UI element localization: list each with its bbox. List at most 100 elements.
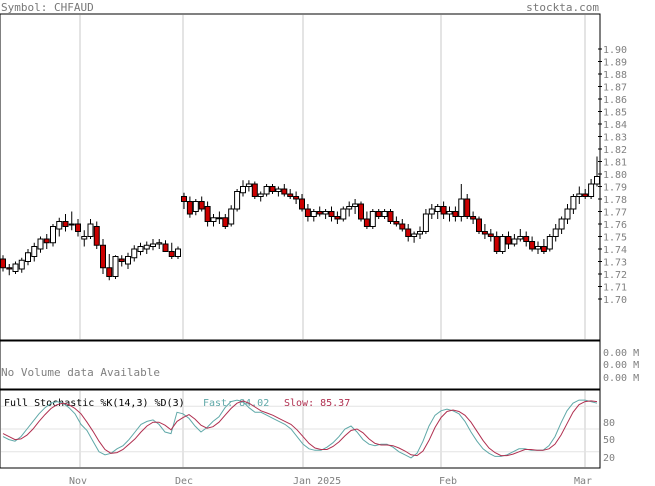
- candle-down: [487, 233, 494, 237]
- candle-down: [464, 198, 471, 217]
- candle-down: [358, 203, 364, 220]
- x-label-mar: Mar: [574, 476, 592, 486]
- candle-down: [529, 241, 536, 250]
- candle-up: [31, 246, 38, 257]
- price-tick-label: 1.80: [603, 170, 627, 181]
- candle-down: [162, 243, 169, 252]
- volume-tick: 0.00 M: [603, 373, 639, 384]
- price-tick-label: 1.89: [603, 58, 627, 69]
- price-tick-label: 1.84: [603, 120, 627, 131]
- candle-up: [216, 217, 223, 220]
- candle-up: [263, 186, 270, 195]
- candle-down: [476, 218, 482, 232]
- candle-down: [0, 258, 6, 269]
- candle-down: [62, 221, 69, 227]
- candle-down: [168, 251, 175, 257]
- candle-up: [131, 248, 138, 259]
- price-tick-label: 1.73: [603, 258, 627, 269]
- candle-up: [156, 242, 163, 245]
- candle-up: [150, 243, 156, 247]
- candle-down: [204, 206, 211, 222]
- candle-down: [106, 267, 113, 277]
- candle-up: [81, 236, 88, 240]
- stochastic-title: Full Stochastic %K(14,3) %D(3): [4, 398, 185, 409]
- candle-up: [340, 208, 347, 220]
- candle-up: [275, 188, 282, 192]
- price-tick-label: 1.81: [603, 158, 627, 169]
- candle-down: [293, 196, 300, 200]
- price-tick-label: 1.71: [603, 283, 627, 294]
- candle-down: [299, 198, 305, 210]
- candle-up: [499, 236, 506, 252]
- x-label-dec: Dec: [175, 476, 193, 486]
- candle-up: [381, 211, 388, 217]
- candle-up: [228, 208, 235, 225]
- candle-up: [594, 176, 600, 185]
- candle-up: [576, 193, 583, 197]
- candle-up: [558, 218, 565, 230]
- price-tick-label: 1.79: [603, 183, 627, 194]
- candle-down: [198, 201, 205, 210]
- candle-up: [552, 228, 559, 237]
- stoch-fast-line: [2, 399, 598, 459]
- candle-up: [322, 211, 329, 215]
- candle-up: [18, 259, 25, 270]
- candle-down: [75, 223, 81, 232]
- candle-down: [387, 211, 394, 222]
- price-y-axis: 1.90 1.891.88 1.871.86 1.851.84 1.831.82 1.81…: [603, 45, 627, 306]
- candle-up: [25, 252, 31, 262]
- candle-down: [399, 223, 406, 230]
- candle-up: [87, 223, 94, 237]
- candle-up: [458, 198, 465, 217]
- candle-up: [192, 201, 199, 212]
- candle-down: [181, 196, 187, 202]
- price-tick-label: 1.76: [603, 220, 627, 231]
- stoch-tick: 50: [603, 435, 615, 446]
- candle-down: [316, 211, 323, 215]
- candle-down: [304, 208, 311, 217]
- candle-down: [334, 216, 341, 220]
- candle-down: [6, 267, 13, 270]
- watermark-link[interactable]: stockta.com: [526, 1, 599, 14]
- candle-up: [56, 221, 63, 230]
- candle-down: [328, 211, 335, 217]
- price-tick-label: 1.78: [603, 195, 627, 206]
- candle-down: [118, 258, 125, 262]
- candle-up: [446, 211, 453, 215]
- candle-up: [50, 226, 56, 244]
- candle-up: [517, 236, 524, 240]
- price-tick-label: 1.87: [603, 83, 627, 94]
- candle-down: [540, 246, 547, 252]
- candle-down: [222, 217, 229, 227]
- candle-up: [245, 183, 252, 187]
- candle-down: [393, 221, 400, 225]
- candle-up: [434, 206, 441, 212]
- candle-up: [137, 246, 144, 252]
- stoch-tick: 80: [603, 418, 615, 429]
- candle-down: [363, 218, 370, 227]
- candlesticks: [0, 156, 600, 281]
- candle-down: [375, 211, 382, 217]
- candle-up: [546, 236, 553, 250]
- candle-up: [428, 208, 435, 215]
- candle-down: [251, 183, 258, 197]
- candle-down: [100, 244, 106, 269]
- volume-tick: 0.00 M: [603, 360, 639, 371]
- candle-up: [352, 203, 359, 207]
- volume-panel: [0, 340, 601, 390]
- price-panel: [0, 13, 601, 341]
- candle-down: [405, 228, 412, 237]
- stoch-tick: 20: [603, 453, 615, 464]
- candle-up: [240, 186, 246, 194]
- price-tick-label: 1.85: [603, 108, 627, 119]
- price-tick-label: 1.72: [603, 270, 627, 281]
- candle-down: [582, 193, 589, 197]
- candle-down: [470, 216, 477, 220]
- candle-up: [346, 206, 353, 210]
- candle-down: [281, 188, 288, 195]
- candle-up: [210, 217, 217, 222]
- price-tick-label: 1.90: [603, 45, 627, 56]
- stoch-slow-line: [2, 400, 598, 457]
- price-tick-label: 1.70: [603, 295, 627, 306]
